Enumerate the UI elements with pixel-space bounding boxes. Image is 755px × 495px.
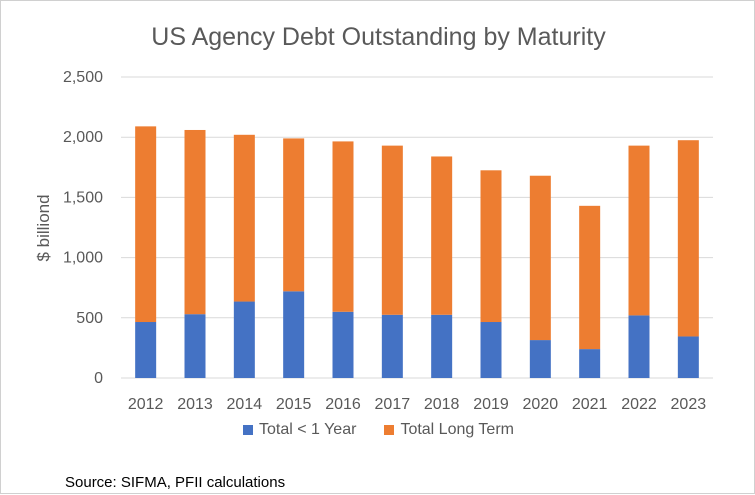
x-axis-ticks: 2012 2013 2014 2015 2016 2017 2018 2019 2020 2021… <box>128 396 706 413</box>
x-tick-label: 2012 <box>128 396 164 413</box>
bar-short-term <box>677 336 699 378</box>
x-tick-label: 2018 <box>424 396 460 413</box>
bar-long-term <box>677 140 699 337</box>
bar-long-term <box>135 126 157 323</box>
chart-title: US Agency Debt Outstanding by Maturity <box>151 23 606 51</box>
bar-long-term <box>431 156 453 315</box>
bar-short-term <box>579 349 601 378</box>
source-note: Source: SIFMA, PFII calculations <box>65 474 286 491</box>
bar-short-term <box>135 322 157 378</box>
legend-swatch-short-term <box>243 425 254 435</box>
bar-short-term <box>332 311 354 378</box>
x-tick-label: 2022 <box>621 396 657 413</box>
bar-long-term <box>381 145 403 315</box>
x-tick-label: 2020 <box>523 396 559 413</box>
bar-short-term <box>184 314 206 378</box>
x-tick-label: 2016 <box>325 396 361 413</box>
x-tick-label: 2019 <box>473 396 509 413</box>
x-tick-label: 2014 <box>227 396 263 413</box>
x-tick-label: 2023 <box>671 396 707 413</box>
bar-long-term <box>233 134 255 302</box>
y-tick-label: 1,000 <box>63 250 103 267</box>
legend-item-long-term: Total Long Term <box>384 421 514 439</box>
bar-long-term <box>184 129 206 315</box>
y-tick-label: 0 <box>94 370 103 387</box>
bar-short-term <box>529 340 551 378</box>
y-tick-label: 500 <box>76 310 103 327</box>
bar-short-term <box>431 314 453 378</box>
bar-short-term <box>283 291 305 378</box>
gridlines <box>121 76 713 379</box>
bar-long-term <box>332 141 354 312</box>
legend: Total < 1 Year Total Long Term <box>1 421 755 439</box>
bar-short-term <box>233 301 255 378</box>
y-tick-label: 2,500 <box>63 69 103 86</box>
bar-long-term <box>628 145 650 316</box>
y-axis-ticks: 0 500 1,000 1,500 2,000 2,500 <box>63 69 103 387</box>
bar-long-term <box>283 138 305 292</box>
y-tick-label: 2,000 <box>63 129 103 146</box>
bar-short-term <box>628 315 650 378</box>
bar-long-term <box>529 175 551 341</box>
x-tick-label: 2013 <box>177 396 213 413</box>
bar-long-term <box>480 170 502 323</box>
legend-swatch-long-term <box>384 425 395 435</box>
bar-short-term <box>480 322 502 378</box>
y-tick-label: 1,500 <box>63 189 103 206</box>
x-tick-label: 2017 <box>375 396 411 413</box>
legend-item-short-term: Total < 1 Year <box>243 421 356 439</box>
x-tick-label: 2015 <box>276 396 312 413</box>
legend-label-long-term: Total Long Term <box>400 421 514 438</box>
x-tick-label: 2021 <box>572 396 608 413</box>
legend-label-short-term: Total < 1 Year <box>259 421 357 438</box>
bar-short-term <box>381 314 403 378</box>
bars <box>135 126 699 378</box>
y-axis-label: $ billiond <box>34 194 53 261</box>
bar-long-term <box>579 205 601 350</box>
